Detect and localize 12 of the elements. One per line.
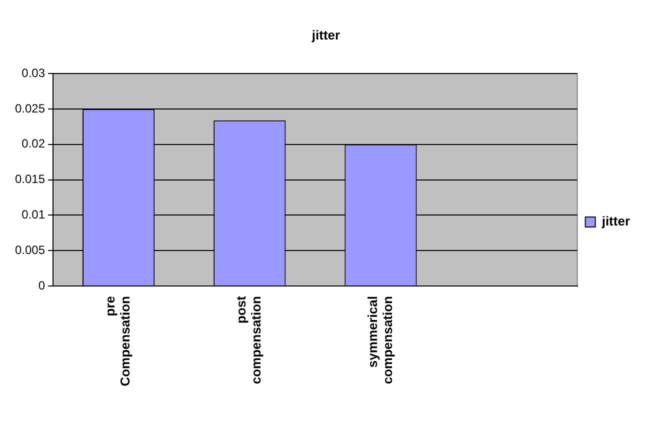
- x-tick-label: post compensation: [234, 295, 264, 384]
- y-tick-label: 0.02: [22, 136, 46, 151]
- y-tick-label: 0.03: [22, 66, 46, 80]
- x-tick-label: symmerical compensation: [364, 296, 395, 384]
- y-tick-label: 0: [38, 278, 46, 292]
- chart-title: jitter: [310, 27, 340, 42]
- y-tick-label: 0.025: [15, 101, 46, 116]
- legend-label: jitter: [600, 214, 630, 229]
- y-tick-label: 0.01: [22, 208, 46, 222]
- y-tick-label: 0.005: [15, 242, 46, 257]
- x-tick-label: pre Compensation: [102, 296, 133, 386]
- y-tick-label: 0.015: [15, 172, 46, 186]
